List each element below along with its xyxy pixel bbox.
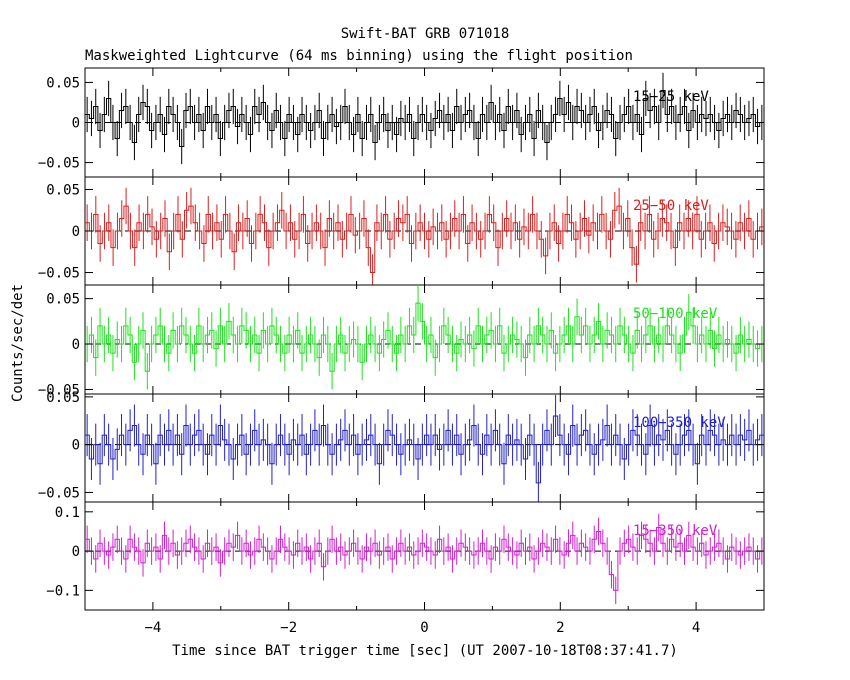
panel-frame [84, 393, 765, 503]
panel-1: −0.05 0 0.05 25−50 keV [38, 176, 765, 286]
energy-band-label: 25−50 keV [633, 198, 709, 214]
x-tick-label: −2 [280, 620, 297, 636]
energy-band-label: 15−25 keV [633, 89, 709, 105]
lightcurve-line [85, 415, 764, 484]
y-tick-label: 0 [72, 438, 80, 454]
chart-title: Swift-BAT GRB 071018 [341, 26, 510, 42]
lightcurve-line [85, 527, 764, 591]
y-tick-label: −0.05 [38, 485, 80, 501]
lightcurve-line [85, 89, 764, 148]
y-tick-label: 0.05 [46, 182, 80, 198]
y-tick-label: 0.05 [46, 292, 80, 308]
chart-subtitle: Maskweighted Lightcurve (64 ms binning) … [85, 48, 633, 64]
energy-band-label: 15−350 keV [633, 523, 718, 539]
x-tick-label: −4 [144, 620, 161, 636]
y-tick-label: 0.05 [46, 75, 80, 91]
x-tick-label: 0 [420, 620, 428, 636]
y-tick-label: 0 [72, 544, 80, 560]
energy-band-label: 100−350 keV [633, 415, 726, 431]
panel-2: −0.05 0 0.05 50−100 keV [38, 284, 765, 398]
panel-frame [84, 501, 765, 611]
x-axis-label: Time since BAT trigger time [sec] (UT 20… [172, 643, 678, 659]
lightcurve-line [85, 205, 764, 274]
y-tick-label: −0.05 [38, 266, 80, 282]
energy-band-label: 50−100 keV [633, 306, 718, 322]
lightcurve-line [85, 302, 764, 372]
y-tick-label: −0.05 [38, 156, 80, 172]
x-tick-label: 2 [556, 620, 564, 636]
error-bars [86, 285, 763, 390]
panel-3: −0.05 0 0.05 100−350 keV [38, 390, 765, 503]
y-tick-label: 0.1 [55, 505, 80, 521]
x-tick-label: 4 [692, 620, 700, 636]
panel-4: −0.1 0 0.1 15−350 keV [46, 501, 765, 611]
y-tick-label: −0.1 [46, 583, 80, 599]
y-tick-label: 0 [72, 337, 80, 353]
y-tick-label: −0.05 [38, 382, 80, 398]
panel-0: −0.05 0 0.05 15−25 keV [38, 67, 765, 178]
y-tick-label: 0 [72, 224, 80, 240]
y-tick-label: 0.05 [46, 390, 80, 406]
error-bars [86, 394, 763, 502]
y-axis-label: Counts/sec/det [10, 284, 26, 402]
y-tick-label: 0 [72, 116, 80, 132]
